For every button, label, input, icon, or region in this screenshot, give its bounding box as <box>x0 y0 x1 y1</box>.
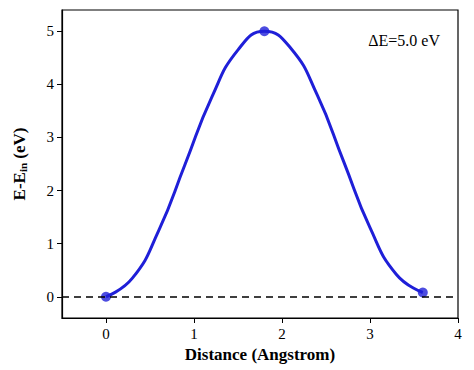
svg-text:2: 2 <box>278 326 286 342</box>
svg-text:0: 0 <box>102 326 110 342</box>
svg-text:in: in <box>17 163 29 172</box>
svg-text:3: 3 <box>47 129 55 145</box>
svg-text:1: 1 <box>190 326 198 342</box>
svg-text:(eV): (eV) <box>10 128 29 163</box>
svg-text:Distance (Angstrom): Distance (Angstrom) <box>185 345 335 364</box>
svg-text:0: 0 <box>47 289 55 305</box>
svg-text:3: 3 <box>366 326 374 342</box>
svg-text:E-E: E-E <box>10 172 29 200</box>
svg-text:ΔE=5.0 eV: ΔE=5.0 eV <box>368 32 440 49</box>
svg-text:4: 4 <box>454 326 462 342</box>
svg-text:1: 1 <box>47 236 55 252</box>
svg-text:2: 2 <box>47 183 55 199</box>
svg-text:5: 5 <box>47 23 55 39</box>
svg-text:4: 4 <box>47 76 55 92</box>
